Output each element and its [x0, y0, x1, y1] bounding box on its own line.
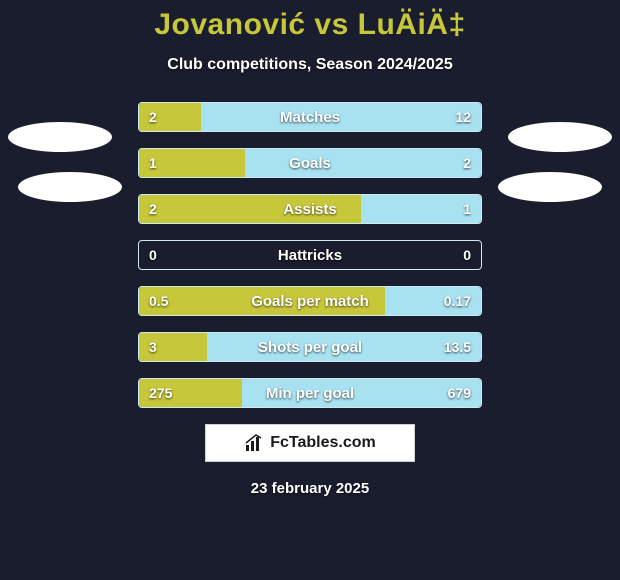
snapshot-date: 23 february 2025 [0, 480, 620, 497]
player-left-avatar-placeholder [8, 122, 112, 152]
stat-label: Matches [139, 103, 481, 131]
stat-row: 212Matches [138, 102, 482, 132]
stat-row: 21Assists [138, 194, 482, 224]
stat-row: 12Goals [138, 148, 482, 178]
player-right-avatar-placeholder [508, 122, 612, 152]
stat-label: Assists [139, 195, 481, 223]
page-title: Jovanović vs LuÄiÄ‡ [0, 0, 620, 42]
brand-label: FcTables.com [270, 434, 376, 452]
stat-row: 313.5Shots per goal [138, 332, 482, 362]
brand-chart-icon [244, 433, 264, 453]
stat-label: Min per goal [139, 379, 481, 407]
stat-label: Goals per match [139, 287, 481, 315]
page-subtitle: Club competitions, Season 2024/2025 [0, 56, 620, 74]
player-right-flag-placeholder [498, 172, 602, 202]
stat-label: Shots per goal [139, 333, 481, 361]
stat-label: Hattricks [139, 241, 481, 269]
stat-row: 0.50.17Goals per match [138, 286, 482, 316]
brand-attribution[interactable]: FcTables.com [205, 424, 415, 462]
stat-label: Goals [139, 149, 481, 177]
stat-row: 00Hattricks [138, 240, 482, 270]
player-left-flag-placeholder [18, 172, 122, 202]
stat-row: 275679Min per goal [138, 378, 482, 408]
stats-container: 212Matches 12Goals 21Assists 00Hattricks 0.5… [138, 102, 482, 408]
